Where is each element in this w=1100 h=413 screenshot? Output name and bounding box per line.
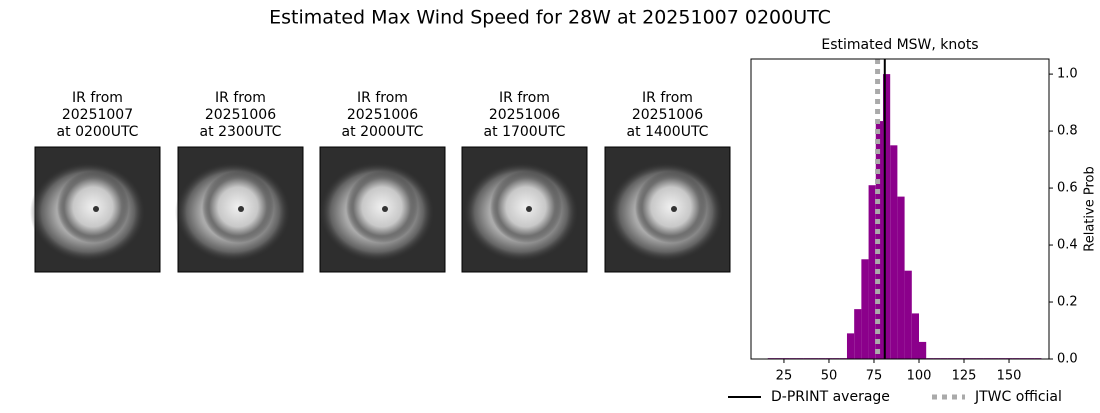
- panel-title: 20251006: [205, 107, 276, 123]
- storm-eye: [238, 206, 244, 212]
- histogram-bar: [904, 270, 912, 359]
- legend-label: D-PRINT average: [771, 389, 890, 405]
- storm-core: [635, 171, 707, 243]
- histogram-bar: [846, 333, 855, 359]
- panel-title: at 2300UTC: [200, 124, 282, 140]
- histogram-bar: [890, 145, 898, 359]
- x-tick-label: 100: [907, 369, 932, 384]
- panel-title: 20251006: [632, 107, 703, 123]
- y-tick-label: 0.8: [1057, 124, 1078, 139]
- histogram-bar: [911, 313, 919, 359]
- x-tick-label: 75: [866, 369, 883, 384]
- y-tick-label: 0.6: [1057, 181, 1078, 196]
- storm-eye: [526, 206, 532, 212]
- histogram-bar: [868, 185, 876, 359]
- storm-core: [346, 171, 418, 243]
- panel-title: at 1400UTC: [627, 124, 709, 140]
- storm-eye: [382, 206, 388, 212]
- chart-title: Estimated MSW, knots: [821, 37, 978, 53]
- storm-eye: [671, 206, 677, 212]
- histogram-bar: [918, 341, 927, 359]
- panel-title: IR from: [642, 90, 693, 106]
- x-tick-label: 25: [776, 369, 793, 384]
- histogram-bar: [861, 259, 869, 359]
- panel-title: at 2000UTC: [342, 124, 424, 140]
- histogram-bar: [854, 309, 862, 359]
- storm-core: [490, 171, 562, 243]
- figure-title: Estimated Max Wind Speed for 28W at 2025…: [269, 7, 831, 29]
- x-tick-label: 150: [997, 369, 1022, 384]
- panel-title: 20251006: [347, 107, 418, 123]
- x-tick-label: 50: [821, 369, 838, 384]
- x-tick-label: 125: [952, 369, 977, 384]
- panel-title: at 0200UTC: [57, 124, 139, 140]
- panel-title: 20251006: [489, 107, 560, 123]
- panel-title: IR from: [215, 90, 266, 106]
- panel-title: IR from: [357, 90, 408, 106]
- panel-title: IR from: [499, 90, 550, 106]
- plot-frame: [750, 58, 1050, 360]
- storm-core: [57, 171, 129, 243]
- y-axis-label: Relative Prob: [1083, 166, 1098, 251]
- panel-title: at 1700UTC: [484, 124, 566, 140]
- panel-title: 20251007: [62, 107, 133, 123]
- y-tick-label: 1.0: [1057, 67, 1078, 82]
- legend-label: JTWC official: [974, 389, 1062, 405]
- histogram-bar: [882, 74, 891, 359]
- panel-title: IR from: [72, 90, 123, 106]
- y-tick-label: 0.4: [1057, 238, 1078, 253]
- storm-core: [202, 171, 274, 243]
- storm-eye: [93, 206, 99, 212]
- histogram-bar: [897, 196, 905, 359]
- y-tick-label: 0.0: [1057, 352, 1078, 367]
- y-tick-label: 0.2: [1057, 295, 1078, 310]
